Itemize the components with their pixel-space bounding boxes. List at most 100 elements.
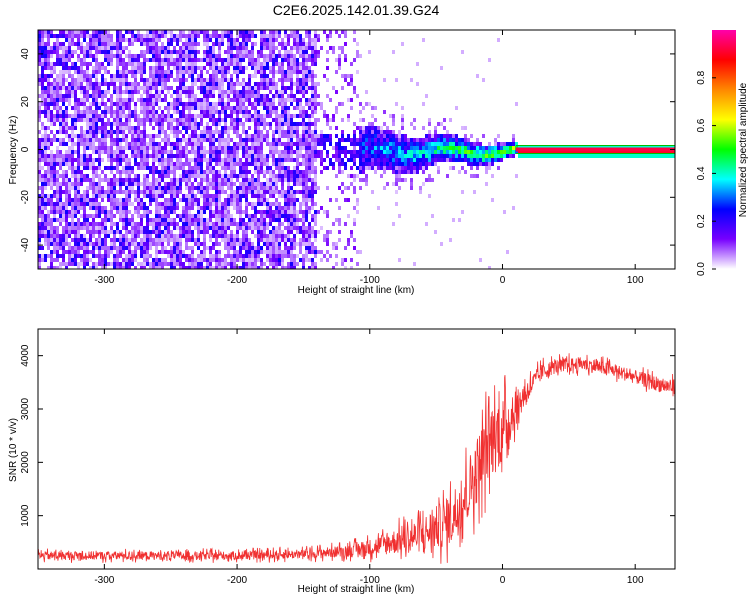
spectrogram-cell	[230, 62, 233, 66]
spectrogram-cell	[191, 46, 194, 50]
spectrogram-cell	[53, 174, 56, 178]
spectrogram-cell	[200, 266, 203, 269]
spectrogram-cell	[122, 38, 125, 42]
spectrogram-cell	[95, 190, 98, 194]
spectrogram-cell	[224, 58, 227, 62]
spectrogram-cell	[290, 194, 293, 198]
spectrogram-cell	[53, 246, 56, 250]
spectrogram-cell	[182, 42, 185, 46]
spectrogram-cell	[41, 42, 44, 46]
spectrogram-cells	[38, 30, 675, 269]
spectrogram-cell	[236, 58, 239, 62]
spectrogram-cell	[302, 182, 305, 186]
spectrogram-cell	[224, 210, 227, 214]
spectrogram-cell	[41, 122, 44, 126]
spectrogram-cell	[245, 138, 248, 142]
spectrogram-cell	[230, 74, 233, 78]
spectrogram-cell	[119, 98, 122, 102]
spectrogram-cell	[134, 142, 137, 146]
spectrogram-cell	[254, 166, 257, 170]
spectrogram-cell	[83, 166, 86, 170]
spectrogram-cell	[188, 162, 191, 166]
spectrogram-cell	[350, 234, 353, 238]
spectrogram-cell	[233, 122, 236, 126]
spectrogram-cell	[197, 262, 200, 266]
spectrogram-cell	[206, 174, 209, 178]
spectrogram-cell	[272, 38, 275, 42]
spectrogram-cell	[59, 58, 62, 62]
spectrogram-cell	[230, 158, 233, 162]
spectrogram-cell	[164, 30, 167, 34]
spectrogram-cell	[191, 214, 194, 218]
spectrogram-cell	[128, 186, 131, 190]
spectrogram-cell	[299, 78, 302, 82]
spectrogram-cell	[56, 42, 59, 46]
spectrogram-cell	[284, 58, 287, 62]
spectrogram-cell	[269, 30, 272, 34]
spectrogram-cell	[389, 130, 392, 134]
spectrogram-cell	[185, 62, 188, 66]
spectrogram-cell	[257, 186, 260, 190]
spectrogram-cell	[338, 162, 341, 166]
spectrogram-cell	[47, 98, 50, 102]
spectrogram-cell	[251, 190, 254, 194]
spectrogram-cell	[308, 226, 311, 230]
spectrogram-cell	[209, 62, 212, 66]
spectrogram-cell	[257, 166, 260, 170]
spectrogram-cell	[140, 190, 143, 194]
spectrogram-cell	[77, 210, 80, 214]
spectrogram-cell	[287, 206, 290, 210]
spectrogram-cell	[125, 166, 128, 170]
spectrogram-cell	[173, 218, 176, 222]
spectrogram-cell	[368, 102, 371, 106]
spectrogram-cell	[92, 126, 95, 130]
spectrogram-cell	[299, 230, 302, 234]
spectrogram-cell	[44, 258, 47, 262]
spectrogram-cell	[146, 146, 149, 150]
spectrogram-cell	[266, 258, 269, 262]
spectrogram-cell	[47, 182, 50, 186]
spectrogram-cell	[191, 202, 194, 206]
spectrogram-cell	[347, 74, 350, 78]
spectrogram-cell	[101, 38, 104, 42]
spectrogram-cell	[152, 138, 155, 142]
spectrogram-cell	[65, 86, 68, 90]
spectrogram-cell	[47, 114, 50, 118]
spectrogram-cell	[95, 34, 98, 38]
spectrogram-cell	[254, 222, 257, 226]
spectrogram-cell	[74, 174, 77, 178]
spectrogram-cell	[188, 54, 191, 58]
spectrogram-cell	[368, 166, 371, 170]
spectrogram-cell	[182, 126, 185, 130]
spectrogram-cell	[119, 262, 122, 266]
spectrogram-cell	[389, 162, 392, 166]
spectrogram-cell	[71, 130, 74, 134]
spectrogram-cell	[191, 194, 194, 198]
spectrogram-cell	[293, 34, 296, 38]
spectrogram-cell	[209, 218, 212, 222]
spectrogram-cell	[116, 58, 119, 62]
spectrogram-cell	[170, 262, 173, 266]
spectrogram-cell	[80, 66, 83, 70]
spectrogram-cell	[116, 130, 119, 134]
spectrogram-cell	[287, 122, 290, 126]
spectrogram-cell	[62, 238, 65, 242]
spectrogram-cell	[236, 122, 239, 126]
spectrogram-cell	[161, 66, 164, 70]
spectrogram-cell	[260, 150, 263, 154]
spectrogram-cell	[275, 234, 278, 238]
spectrogram-cell	[161, 174, 164, 178]
spectrogram-cell	[104, 110, 107, 114]
spectrogram-cell	[44, 182, 47, 186]
spectrogram-cell	[86, 194, 89, 198]
spectrogram-cell	[299, 86, 302, 90]
spectrogram-cell	[299, 202, 302, 206]
spectrogram-cell	[239, 222, 242, 226]
spectrogram-cell	[155, 230, 158, 234]
spectrogram-cell	[53, 166, 56, 170]
spectrogram-cell	[158, 242, 161, 246]
spectrogram-cell	[257, 54, 260, 58]
spectrogram-cell	[299, 90, 302, 94]
spectrogram-cell	[155, 62, 158, 66]
spectrogram-cell	[113, 190, 116, 194]
